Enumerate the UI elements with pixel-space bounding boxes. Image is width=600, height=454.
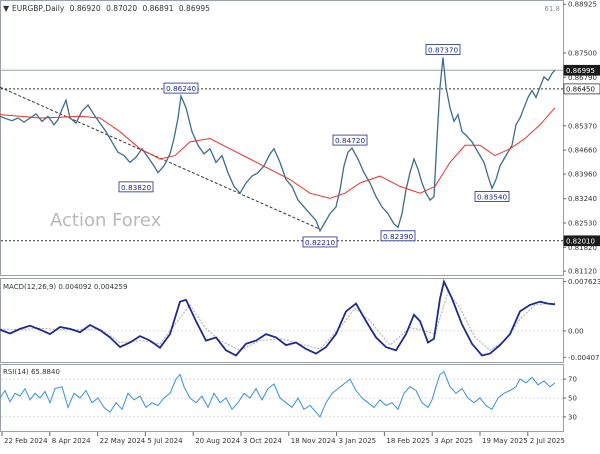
price-annotation-label: 0.82390 xyxy=(383,232,414,241)
price-axis-label: 0.81120 xyxy=(568,268,597,276)
price-annotation-box xyxy=(425,44,461,55)
date-axis: 22 Feb 2024 8 Apr 2024 22 May 2024 5 Jul 20… xyxy=(1,432,565,445)
corner-label: 61.8 xyxy=(544,5,560,13)
macd-axis-label: -0.004073 xyxy=(568,354,600,362)
price-level-label: 0.86995 xyxy=(566,67,595,75)
ohlc-open: 0.86920 xyxy=(70,4,101,13)
price-level-label: 0.86450 xyxy=(566,85,595,93)
price-annotation-box xyxy=(380,230,416,242)
macd-line xyxy=(0,278,556,357)
rsi-axis-label: 30 xyxy=(568,413,577,421)
price-annotation-box xyxy=(474,191,510,202)
macd-signal-line xyxy=(0,290,556,351)
macd-axis-label: 0.007623 xyxy=(568,278,600,286)
dropdown-arrow-icon[interactable]: ▼ xyxy=(3,4,10,13)
price-annotation-box xyxy=(332,134,368,146)
date-axis-label: 22 May 2024 xyxy=(100,437,146,445)
price-level-label: 0.82010 xyxy=(566,237,595,245)
watermark: Action Forex xyxy=(50,210,162,231)
price-axis-label: 0.85370 xyxy=(568,122,597,130)
price-axis-label: 0.83240 xyxy=(568,195,597,203)
date-axis-label: 19 May 2025 xyxy=(482,437,528,445)
macd-label: MACD(12,26,9) 0.004092 0.004259 xyxy=(3,283,127,291)
price-annotation-label: 0.83820 xyxy=(121,183,152,192)
price-axis-label: 0.84660 xyxy=(568,147,597,155)
price-axis-label: 0.86790 xyxy=(568,74,597,82)
price-axis-label: 0.88925 xyxy=(568,1,597,9)
date-axis-label: 2 Jul 2025 xyxy=(530,437,565,445)
price-annotation-label: 0.87370 xyxy=(428,45,459,54)
price-axis-label: 0.83960 xyxy=(568,171,597,179)
date-axis-label: 3 Apr 2025 xyxy=(434,437,473,445)
price-annotation-label: 0.83540 xyxy=(477,192,508,201)
ohlc-close: 0.86995 xyxy=(179,4,210,13)
date-axis-label: 3 Oct 2024 xyxy=(243,437,282,445)
price-axis-ticks: 0.88925 0.87500 0.86790 0.85370 0.84660 0.839… xyxy=(563,1,597,276)
price-level-badge xyxy=(563,83,600,95)
macd-panel-frame xyxy=(0,278,564,363)
date-axis-label: 18 Feb 2025 xyxy=(386,437,430,445)
price-annotation-label: 0.82210 xyxy=(305,238,336,247)
date-axis-label: 3 Jan 2025 xyxy=(339,437,377,445)
rsi-axis-label: 70 xyxy=(568,376,577,384)
date-axis-label: 5 Jul 2024 xyxy=(147,437,183,445)
price-annotation-label: 0.84720 xyxy=(335,136,366,145)
price-level-badge xyxy=(563,64,600,76)
price-axis-label: 0.81820 xyxy=(568,244,597,252)
moving-average-line xyxy=(0,107,556,199)
trendline xyxy=(0,86,321,230)
price-annotation-box xyxy=(302,236,338,248)
price-annotation-label: 0.86240 xyxy=(166,84,197,93)
price-line xyxy=(0,57,556,233)
symbol-timeframe: EURGBP,Daily xyxy=(12,4,65,13)
rsi-label: RSI(14) 65.8840 xyxy=(3,368,60,376)
macd-axis-label: 0.00 xyxy=(568,327,584,335)
price-panel-frame xyxy=(0,0,564,276)
macd-axis-ticks: 0.007623 0.00 -0.004073 xyxy=(1,278,600,362)
price-level-badge xyxy=(563,235,600,247)
price-axis-label: 0.87500 xyxy=(568,49,597,57)
date-axis-label: 22 Feb 2024 xyxy=(4,437,48,445)
symbol-label: EURGBP,Daily 0.86920 0.87020 0.86891 0.8… xyxy=(12,4,210,13)
price-levels: 0.86995 0.86450 0.82010 xyxy=(1,64,600,247)
price-annotation-box xyxy=(118,181,154,193)
date-axis-label: 20 Aug 2024 xyxy=(195,437,240,445)
price-annotation-box xyxy=(163,82,199,94)
ohlc-low: 0.86891 xyxy=(142,4,173,13)
rsi-axis-ticks: 70 50 30 xyxy=(1,376,577,421)
date-axis-label: 18 Nov 2024 xyxy=(291,437,336,445)
rsi-axis-label: 50 xyxy=(568,395,577,403)
rsi-line xyxy=(0,370,556,418)
price-axis-label: 0.82530 xyxy=(568,219,597,227)
price-annotations: 0.86240 0.83820 0.82210 0.84720 0.82390 0.873… xyxy=(118,44,510,248)
date-axis-label: 8 Apr 2024 xyxy=(52,437,91,445)
ohlc-high: 0.87020 xyxy=(106,4,137,13)
